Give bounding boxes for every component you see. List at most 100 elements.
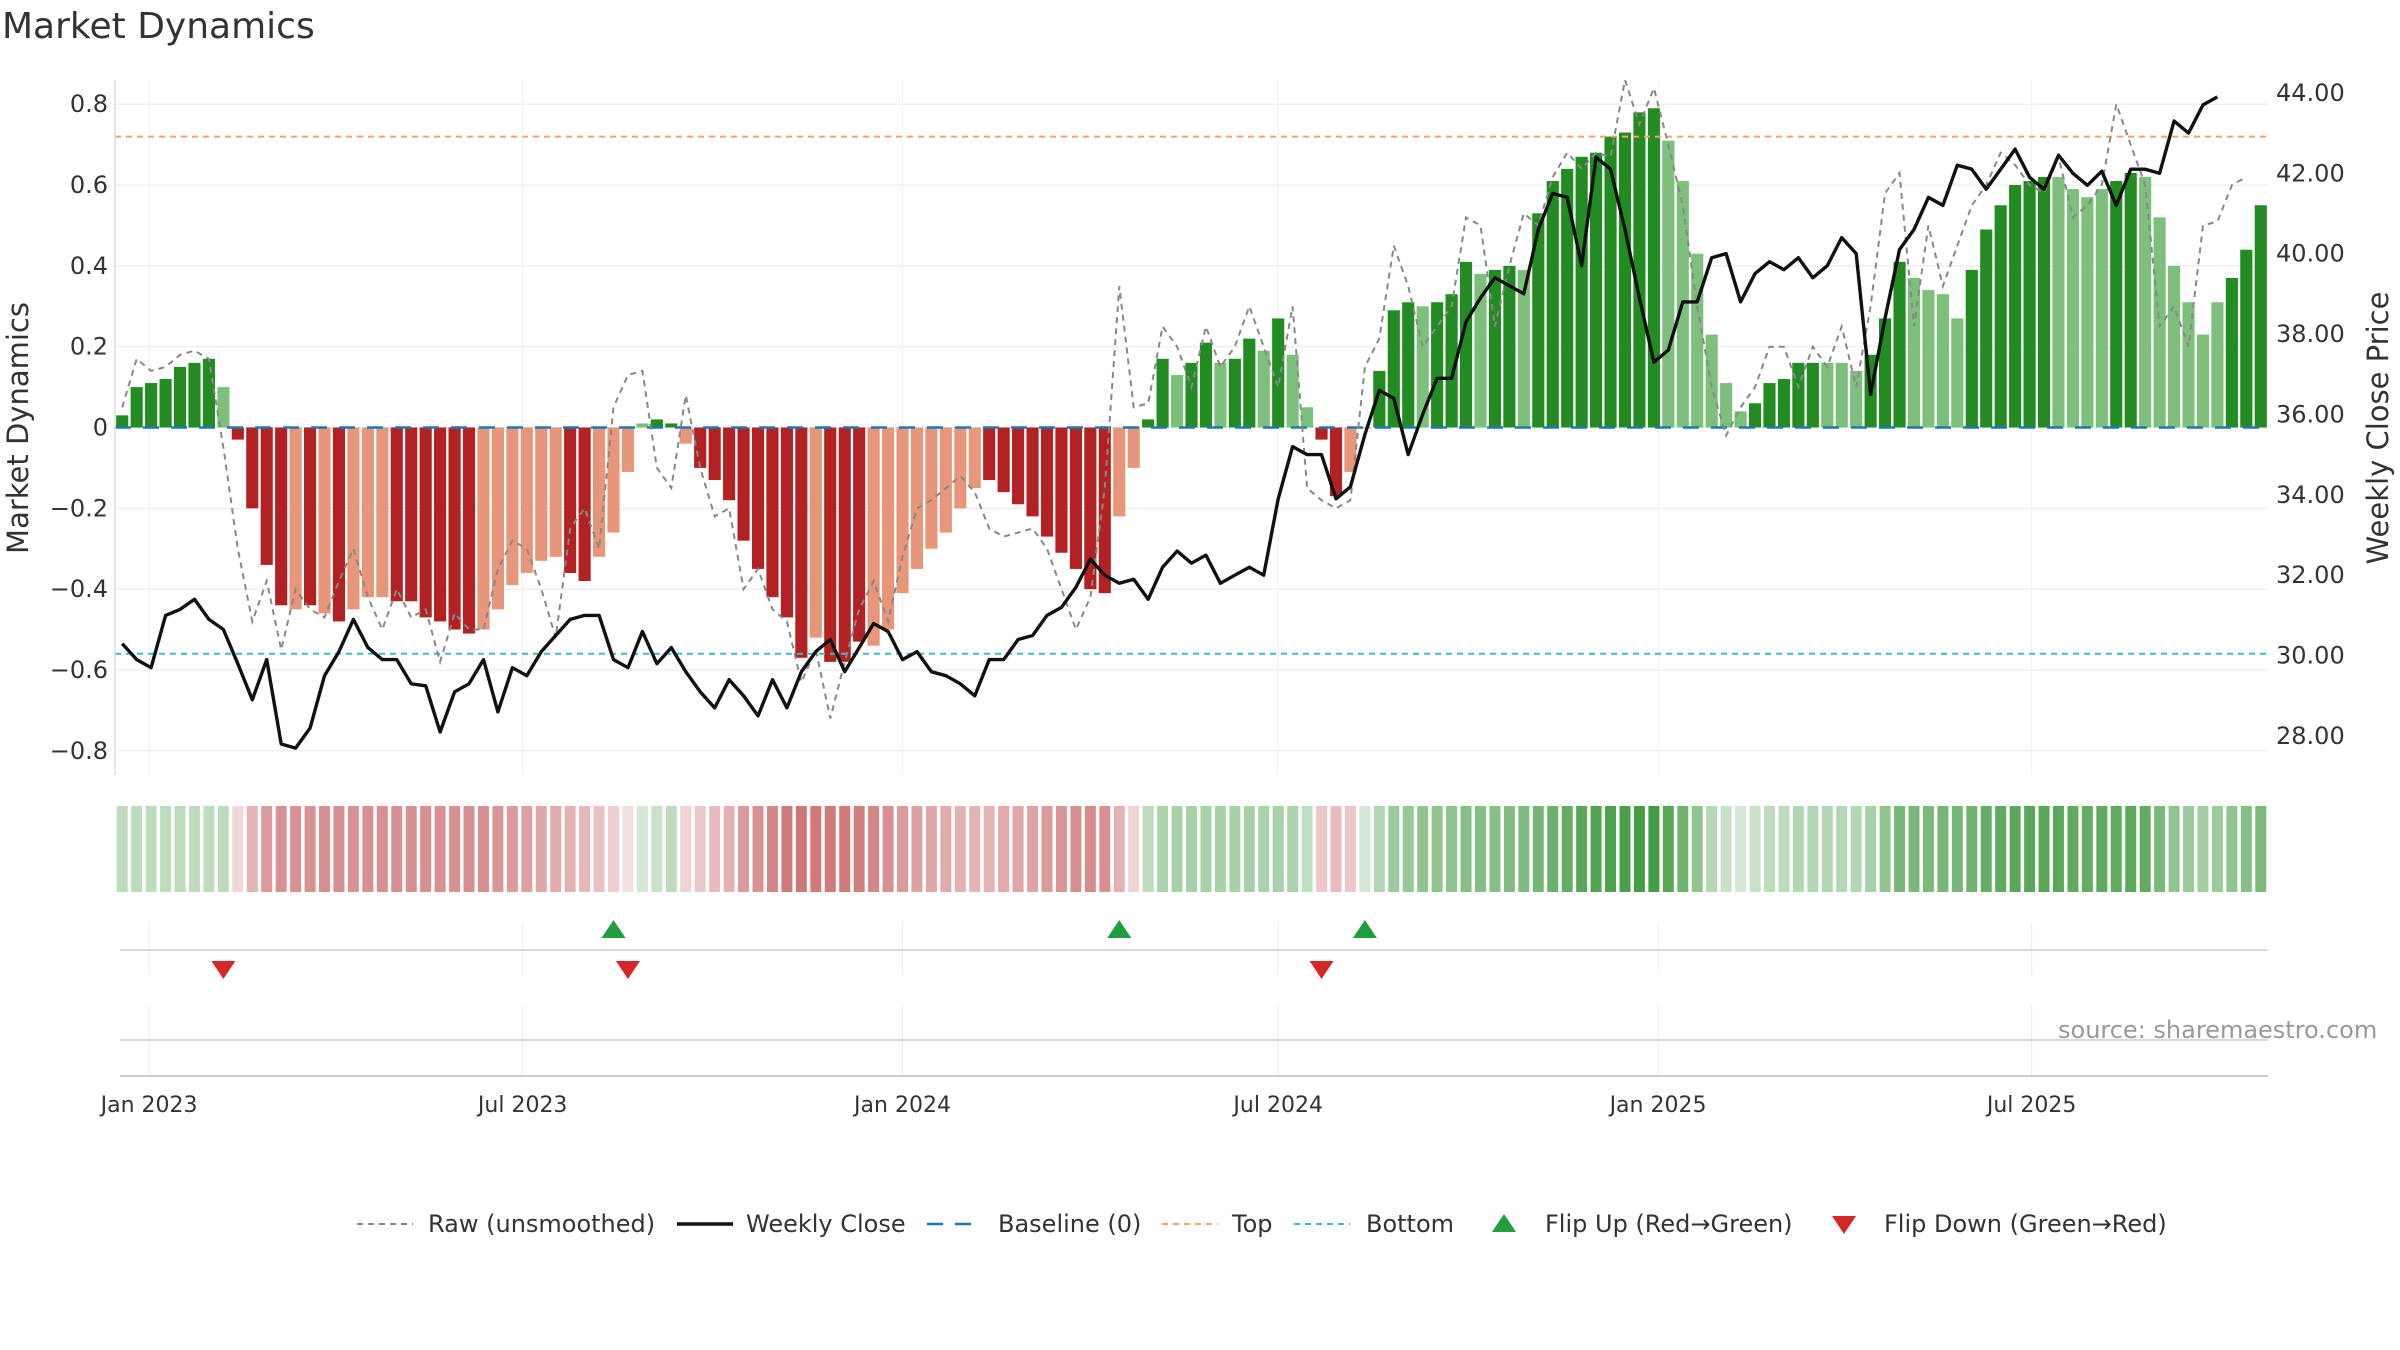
strip-cell	[1763, 806, 1775, 892]
strip-cell	[1865, 806, 1877, 892]
strip-cell	[868, 806, 880, 892]
histogram-bar	[1561, 168, 1574, 428]
strip-cell	[1619, 806, 1631, 892]
histogram-bar	[347, 427, 360, 610]
histogram-bar	[881, 427, 895, 630]
histogram-bar	[1199, 342, 1213, 428]
legend-label: Top	[1231, 1210, 1273, 1238]
histogram-bar	[1069, 427, 1082, 569]
histogram-bar	[1835, 362, 1848, 428]
strip-cell	[1879, 806, 1891, 892]
histogram-bar	[2196, 334, 2210, 428]
strip-cell	[290, 806, 302, 892]
strip-cell	[1894, 806, 1906, 892]
strip-cell	[925, 806, 937, 892]
strip-cell	[232, 806, 244, 892]
strip-cell	[2211, 806, 2223, 892]
y-axis-label: Market Dynamics	[1, 302, 35, 554]
histogram-bar	[2211, 302, 2224, 428]
histogram-bar	[1850, 370, 1863, 428]
histogram-bar	[954, 427, 967, 509]
y2-tick-label: 38.00	[2276, 320, 2345, 348]
strip-cell	[1084, 806, 1096, 892]
histogram-bar	[636, 423, 649, 428]
strip-cell	[188, 806, 200, 892]
histogram-bar	[1272, 318, 1285, 428]
strip-cell	[1316, 806, 1328, 892]
strip-cell	[1431, 806, 1443, 892]
strip-cell	[694, 806, 706, 892]
strip-cell	[593, 806, 605, 892]
strip-cell	[203, 806, 215, 892]
strip-cell	[1605, 806, 1617, 892]
histogram-bar	[1662, 140, 1675, 428]
strip-cell	[304, 806, 316, 892]
strip-cell	[174, 806, 186, 892]
strip-cell	[1980, 806, 1992, 892]
strip-cell	[131, 806, 143, 892]
y-tick-label: 0.2	[70, 333, 108, 361]
histogram-bar	[1806, 362, 1819, 428]
histogram-bar	[145, 383, 158, 428]
x-tick-label: Jul 2023	[476, 1093, 568, 1118]
histogram-bar	[2240, 249, 2253, 428]
legend-label: Bottom	[1366, 1210, 1454, 1238]
histogram-bar	[1228, 358, 1241, 428]
strip-cell	[1995, 806, 2007, 892]
histogram-bar	[231, 427, 244, 440]
histogram-bar	[1792, 362, 1805, 428]
strip-cell	[1778, 806, 1790, 892]
raw-series-line	[121, 79, 2247, 719]
histogram-bar	[1965, 269, 1978, 428]
histogram-bar	[1012, 427, 1025, 505]
histogram-bar	[477, 427, 490, 630]
histogram-bar	[983, 427, 996, 481]
strip-cell	[477, 806, 489, 892]
histogram-bar	[766, 427, 779, 598]
strip-cell	[1055, 806, 1067, 892]
histogram-bar	[2052, 176, 2065, 428]
strip-cell	[2154, 806, 2166, 892]
strip-cell	[434, 806, 446, 892]
histogram-bar	[2153, 217, 2166, 428]
histogram-bar	[390, 427, 403, 602]
histogram-bar	[1156, 358, 1169, 428]
histogram-bar	[1026, 427, 1039, 517]
strip-cell	[1576, 806, 1588, 892]
histogram-bar	[173, 366, 187, 428]
chart-title: Market Dynamics	[2, 6, 315, 47]
strip-cell	[319, 806, 331, 892]
histogram-bar	[708, 427, 721, 481]
histogram-bar	[1821, 362, 1834, 428]
histogram-bar	[838, 427, 851, 662]
histogram-bar	[1098, 427, 1111, 594]
strip-cell	[839, 806, 851, 892]
strip-cell	[608, 806, 620, 892]
strip-cell	[2255, 806, 2267, 892]
strip-cell	[636, 806, 648, 892]
histogram-bar	[1691, 253, 1704, 428]
strip-cell	[1850, 806, 1862, 892]
histogram-bar	[1113, 427, 1126, 517]
histogram-bar	[809, 427, 822, 638]
histogram-bar	[564, 427, 577, 573]
histogram-bar	[1315, 427, 1328, 440]
y-tick-label: 0.8	[70, 90, 108, 118]
strip-cell	[622, 806, 634, 892]
strip-cell	[738, 806, 750, 892]
histogram-bar	[723, 427, 736, 501]
strip-cell	[954, 806, 966, 892]
weekly-close-line	[120, 95, 2219, 750]
histogram-bar	[1777, 379, 1791, 428]
strip-cell	[1301, 806, 1313, 892]
legend-label: Baseline (0)	[998, 1210, 1141, 1238]
strip-cell	[1099, 806, 1111, 892]
histogram-bar	[795, 427, 808, 658]
strip-cell	[1200, 806, 1212, 892]
strip-cell	[1561, 806, 1573, 892]
strip-cell	[781, 806, 793, 892]
histogram-bar	[304, 427, 317, 606]
strip-cell	[882, 806, 894, 892]
histogram-bar	[1503, 265, 1516, 428]
histogram-bar	[1951, 318, 1964, 428]
